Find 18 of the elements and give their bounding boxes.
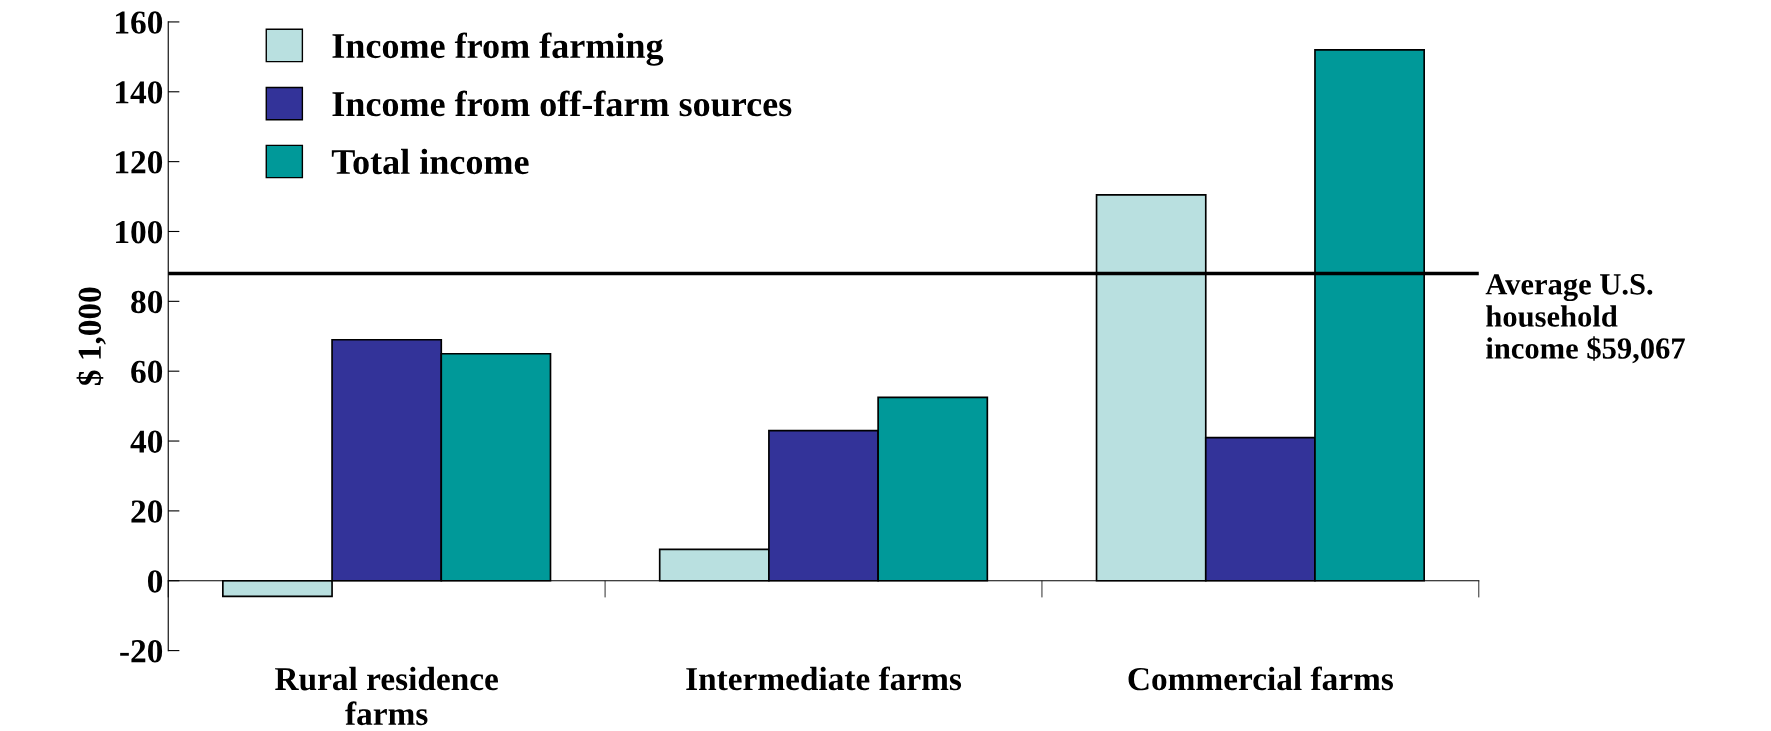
y-tick-label: 20 — [131, 500, 163, 523]
y-tick-label: 40 — [130, 430, 163, 453]
x-tick-label: Intermediate farms — [686, 666, 962, 691]
legend-label: Income from off-farm sources — [332, 90, 792, 117]
y-tick-label: 100 — [116, 220, 163, 244]
y-tick-label: 160 — [116, 11, 163, 34]
ref-line-label: Average U.S. household income $59,067 — [1485, 274, 1685, 364]
y-tick-label: 0 — [147, 570, 163, 593]
y-tick-label: 60 — [131, 360, 163, 384]
y-tick-label: 80 — [131, 290, 163, 314]
y-tick-label: 120 — [116, 151, 163, 174]
x-tick-label: Commercial farms — [1128, 666, 1393, 691]
legend-label: Total income — [331, 148, 529, 175]
y-tick-label: 140 — [116, 81, 163, 104]
x-tick-label: Rural residence farms — [275, 666, 498, 726]
y-axis-title: $ 1,000 — [76, 287, 106, 386]
y-tick-label: -20 — [120, 639, 163, 663]
legend-label: Income from farming — [332, 32, 664, 66]
